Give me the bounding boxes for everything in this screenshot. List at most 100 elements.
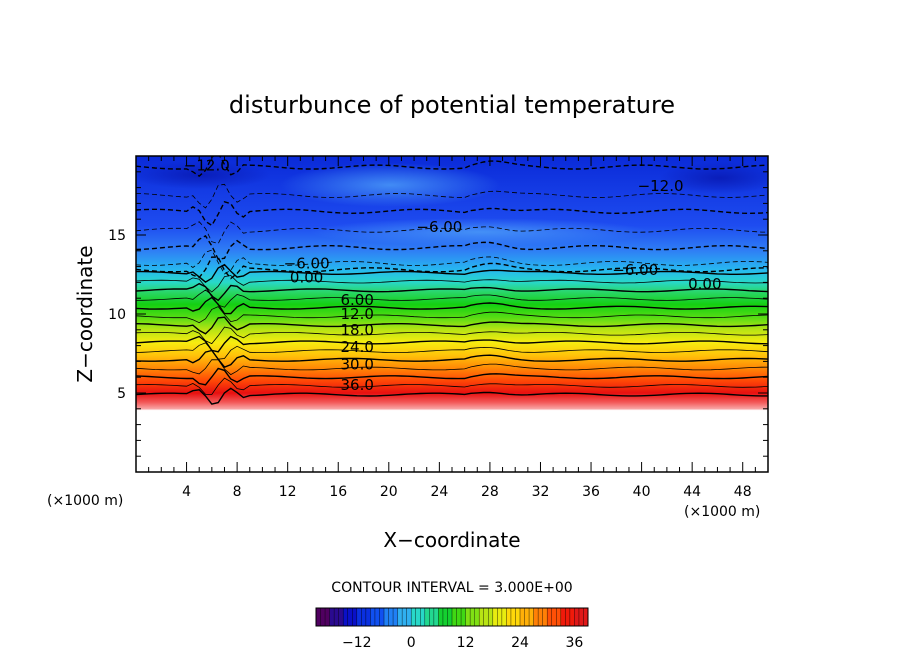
colorbar-tick-label: 0 bbox=[407, 635, 416, 651]
colorbar-swatch bbox=[429, 608, 435, 626]
x-tick-label: 24 bbox=[430, 484, 448, 500]
contour-label: −6.00 bbox=[612, 261, 658, 279]
colorbar-swatch bbox=[510, 608, 516, 626]
contour-label: 0.00 bbox=[290, 269, 323, 287]
colorbar-swatch bbox=[415, 608, 421, 626]
x-tick-label: 44 bbox=[683, 484, 701, 500]
chart-title: disturbunce of potential temperature bbox=[229, 91, 675, 119]
colorbar-swatch bbox=[361, 608, 367, 626]
colorbar-swatch bbox=[470, 608, 475, 626]
colorbar-swatch bbox=[343, 608, 349, 626]
x-axis-label: X−coordinate bbox=[383, 528, 520, 552]
contour-line-solid bbox=[136, 316, 768, 335]
colorbar-swatch bbox=[578, 608, 584, 626]
contour-line-solid bbox=[136, 326, 768, 345]
colorbar-swatch bbox=[497, 608, 503, 626]
colorbar-swatch bbox=[320, 608, 326, 626]
contour-labels: −12.0−12.0−6.00−6.00 −6.000.00 0.006.0012.… bbox=[184, 156, 722, 394]
colorbar-swatch bbox=[583, 608, 589, 626]
contour-label: 36.0 bbox=[340, 376, 373, 394]
contour-line-dashed bbox=[136, 221, 768, 245]
colorbar-swatch bbox=[479, 608, 485, 626]
colorbar-swatch bbox=[397, 608, 403, 626]
x-tick-label: 8 bbox=[233, 484, 242, 500]
contour-line-solid bbox=[136, 289, 768, 308]
contour-label: 30.0 bbox=[340, 356, 373, 374]
contour-label: −12.0 bbox=[184, 156, 230, 174]
colorbar bbox=[315, 607, 589, 627]
colorbar-swatch bbox=[402, 608, 407, 626]
contour-line-dashed bbox=[136, 256, 768, 280]
contour-label: −12.0 bbox=[638, 177, 684, 195]
contour-line-solid bbox=[136, 263, 768, 283]
contour-line-solid bbox=[136, 349, 768, 368]
field-blob-light bbox=[280, 163, 500, 207]
colorbar-swatch bbox=[411, 608, 417, 626]
colorbar-swatch bbox=[456, 608, 462, 626]
colorbar-swatch bbox=[406, 608, 412, 626]
colorbar-swatch bbox=[334, 608, 339, 626]
contour-line-dashed bbox=[136, 234, 768, 260]
contour-line-solid bbox=[136, 275, 768, 293]
x-tick-label: 48 bbox=[734, 484, 752, 500]
field-blob-dark bbox=[136, 161, 270, 189]
colorbar-swatch bbox=[542, 608, 548, 626]
colorbar-swatch bbox=[347, 608, 353, 626]
colorbar-swatch bbox=[547, 608, 553, 626]
colorbar-swatch bbox=[325, 608, 330, 626]
contour-line-solid bbox=[136, 359, 768, 376]
colorbar-swatch bbox=[420, 608, 426, 626]
colorbar-swatch bbox=[438, 608, 444, 626]
contour-line-solid bbox=[136, 377, 768, 395]
contour-label: −6.00 bbox=[284, 254, 330, 272]
x-axis-unit-right: (×1000 m) bbox=[684, 504, 760, 520]
colorbar-swatch bbox=[384, 608, 389, 626]
contour-line-dashed bbox=[136, 200, 768, 227]
colorbar-swatch bbox=[556, 608, 562, 626]
field-blob-light bbox=[310, 218, 650, 246]
contour-line-solid bbox=[136, 282, 768, 302]
colorbar-swatch bbox=[492, 608, 498, 626]
colorbar-swatch bbox=[447, 608, 453, 626]
colorbar-swatch bbox=[442, 608, 448, 626]
x-tick-label: 16 bbox=[329, 484, 347, 500]
colorbar-swatch bbox=[529, 608, 534, 626]
y-tick-label: 15 bbox=[108, 228, 126, 244]
x-tick-label: 4 bbox=[182, 484, 191, 500]
contour-line-solid bbox=[136, 367, 768, 386]
colorbar-tick-labels: −12 0 12 24 36 bbox=[342, 635, 583, 651]
colorbar-tick-label: −12 bbox=[342, 635, 372, 651]
colorbar-tick-label: 12 bbox=[457, 635, 475, 651]
colorbar-swatch bbox=[474, 608, 480, 626]
x-axis-unit-left: (×1000 m) bbox=[47, 493, 123, 509]
contour-lines bbox=[136, 156, 768, 405]
x-axis-ticks: 4 8 12 16 20 24 28 32 36 40 44 48 bbox=[148, 156, 756, 500]
colorbar-tick-label: 24 bbox=[511, 635, 529, 651]
contour-line-solid bbox=[136, 306, 768, 324]
contour-label: −6.00 bbox=[416, 218, 462, 236]
colorbar-swatch bbox=[393, 608, 398, 626]
contour-label: 18.0 bbox=[340, 321, 373, 339]
contour-line-dashed bbox=[136, 156, 768, 177]
colorbar-swatch bbox=[370, 608, 376, 626]
colorbar-swatch bbox=[461, 608, 466, 626]
x-tick-label: 20 bbox=[380, 484, 398, 500]
colorbar-swatch bbox=[574, 608, 580, 626]
colorbar-swatch bbox=[388, 608, 394, 626]
field-fill bbox=[136, 156, 768, 472]
x-tick-label: 40 bbox=[633, 484, 651, 500]
colorbar-swatch bbox=[352, 608, 358, 626]
colorbar-swatch bbox=[365, 608, 371, 626]
contour-line-dashed bbox=[136, 249, 768, 275]
colorbar-swatch bbox=[424, 608, 430, 626]
y-tick-label: 10 bbox=[108, 307, 126, 323]
x-tick-label: 28 bbox=[481, 484, 499, 500]
colorbar-swatch bbox=[560, 608, 566, 626]
colorbar-swatch bbox=[452, 608, 457, 626]
colorbar-tick-label: 36 bbox=[565, 635, 583, 651]
contour-label: 6.00 bbox=[340, 291, 373, 309]
colorbar-frame bbox=[315, 607, 589, 627]
contour-line-solid bbox=[136, 296, 768, 315]
colorbar-swatch bbox=[374, 608, 380, 626]
